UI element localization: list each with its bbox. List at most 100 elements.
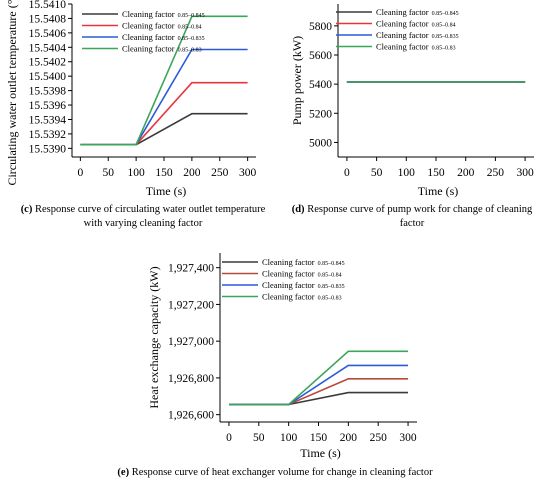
x-axis-label: Time (s) [146,184,187,198]
x-tick-label: 0 [226,432,232,444]
legend-suffix: 0.85–0.83 [432,46,456,52]
x-tick-label: 150 [310,432,328,444]
y-tick-label: 15.5398 [29,86,67,98]
caption-letter: (d) [292,204,307,215]
x-axis-label: Time (s) [300,446,341,460]
legend-prefix: Cleaning factor [376,42,429,52]
legend-prefix: Cleaning factor [262,269,315,279]
legend-prefix: Cleaning factor [262,292,315,302]
legend-prefix: Cleaning factor [122,44,175,54]
legend-entry-4: Cleaning factor 0.85–0.83 [376,42,456,52]
y-tick-label: 15.5402 [29,57,67,69]
legend-entry-1: Cleaning factor 0.85–0.845 [122,9,205,19]
caption-line-2: with varying cleaning factor [84,218,203,229]
x-tick-label: 250 [370,432,388,444]
legend-prefix: Cleaning factor [122,21,175,31]
legend-suffix: 0.85–0.84 [178,25,202,31]
x-tick-label: 100 [398,167,416,179]
y-tick-label: 1,927,000 [168,336,214,348]
y-tick-label: 15.5392 [29,129,67,141]
legend-entry-2: Cleaning factor 0.85–0.84 [262,269,342,279]
y-tick-label: 1,927,400 [168,263,214,275]
y-tick-label: 15.5400 [29,71,67,83]
caption-line-1: (c) Response curve of circulating water … [21,204,266,215]
caption-letter: (c) [21,204,35,215]
legend-suffix: 0.85–0.83 [178,48,202,54]
legend-entry-1: Cleaning factor 0.85–0.845 [262,257,345,267]
legend-prefix: Cleaning factor [122,9,175,19]
legend-prefix: Cleaning factor [262,257,315,267]
caption-line-2: factor [400,218,425,229]
y-axis-label: Heat exchange capacity (kW) [147,266,161,408]
legend-entry-3: Cleaning factor 0.85–0.835 [376,30,459,40]
y-tick-label: 5400 [309,79,332,91]
y-tick-label: 1,927,200 [168,299,214,311]
x-tick-label: 50 [253,432,265,444]
y-tick-label: 1,926,800 [168,373,214,385]
y-tick-label: 15.5410 [29,0,67,11]
caption-letter: (e) [117,467,131,478]
x-tick-label: 150 [155,167,173,179]
y-tick-label: 15.5408 [29,13,67,25]
y-tick-label: 15.5394 [29,114,67,126]
y-tick-label: 15.5406 [29,28,67,40]
x-tick-label: 200 [457,167,475,179]
legend-prefix: Cleaning factor [376,19,429,29]
legend-entry-2: Cleaning factor 0.85–0.84 [376,19,456,29]
legend-prefix: Cleaning factor [376,30,429,40]
legend-entry-4: Cleaning factor 0.85–0.83 [262,292,342,302]
x-axis-label: Time (s) [418,184,459,198]
series-line-3 [80,48,248,146]
legend-suffix: 0.85–0.845 [178,13,205,19]
y-tick-label: 5200 [309,108,332,120]
y-tick-label: 1,926,600 [168,410,214,422]
chart-d: 0 50 100 150 200 250 300 5000 5200 5400 5600 5800 Cl… [290,4,534,229]
x-tick-label: 50 [371,167,383,179]
y-tick-label: 5800 [309,21,332,33]
x-tick-label: 250 [487,167,505,179]
legend-suffix: 0.85–0.845 [318,261,345,267]
chart-e: 0 50 100 150 200 250 300 1,926,600 1,926,800 1,92… [117,253,433,478]
y-tick-label: 5600 [309,50,332,62]
x-tick-label: 100 [127,167,145,179]
legend-prefix: Cleaning factor [122,32,175,42]
x-tick-label: 0 [344,167,350,179]
legend-entry-4: Cleaning factor 0.85–0.83 [122,44,202,54]
legend-suffix: 0.85–0.84 [318,273,342,279]
series-line-1 [229,391,408,406]
x-tick-label: 100 [280,432,298,444]
caption-line-1: (e) Response curve of heat exchanger vol… [117,467,433,478]
x-tick-label: 50 [102,167,114,179]
x-tick-label: 200 [340,432,358,444]
legend-prefix: Cleaning factor [262,280,315,290]
legend-entry-3: Cleaning factor 0.85–0.835 [262,280,345,290]
x-tick-label: 0 [77,167,83,179]
x-tick-label: 300 [516,167,534,179]
x-tick-label: 200 [183,167,201,179]
y-tick-label: 5000 [309,137,332,149]
legend-suffix: 0.85–0.835 [318,284,345,290]
legend-entry-3: Cleaning factor 0.85–0.835 [122,32,205,42]
caption-line-1: (d) Response curve of pump work for chan… [292,204,533,215]
legend-prefix: Cleaning factor [376,7,429,17]
y-axis-label: Pump power (kW) [290,36,304,125]
legend-entry-1: Cleaning factor 0.85–0.845 [376,7,459,17]
legend-suffix: 0.85–0.84 [432,23,456,29]
legend-suffix: 0.85–0.835 [432,34,459,40]
y-axis-label: Circulating water outlet temperature (°C… [5,0,19,186]
x-tick-label: 300 [239,167,257,179]
x-tick-label: 150 [427,167,445,179]
series-line-4 [80,15,248,146]
legend-entry-2: Cleaning factor 0.85–0.84 [122,21,202,31]
legend-suffix: 0.85–0.845 [432,11,459,17]
y-tick-label: 15.5390 [29,143,67,155]
series-line-2 [229,377,408,406]
x-tick-label: 250 [211,167,229,179]
y-tick-label: 15.5396 [29,100,67,112]
y-tick-label: 15.5404 [29,42,67,54]
series-line-4 [229,350,408,406]
series-line-1 [80,112,248,146]
x-tick-label: 300 [399,432,417,444]
chart-c: 0 50 100 150 200 250 300 15.5390 15.5392 15.5394 1… [5,0,266,229]
